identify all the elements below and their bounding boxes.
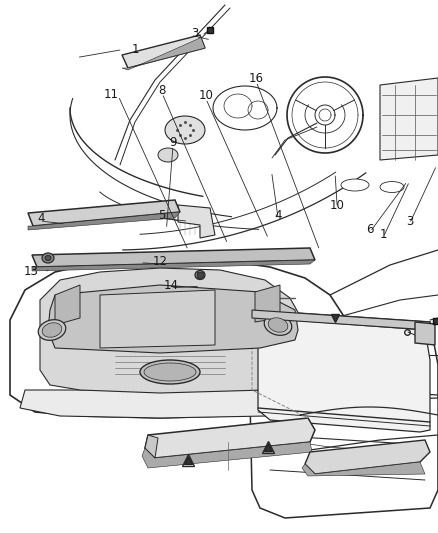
Text: 4: 4 xyxy=(38,212,46,225)
Polygon shape xyxy=(40,268,308,393)
Polygon shape xyxy=(145,435,158,458)
Polygon shape xyxy=(28,212,180,230)
Text: 1: 1 xyxy=(379,228,387,241)
Polygon shape xyxy=(100,290,215,348)
Ellipse shape xyxy=(42,253,54,263)
Ellipse shape xyxy=(264,314,292,335)
Polygon shape xyxy=(178,205,215,238)
Polygon shape xyxy=(55,285,80,325)
Polygon shape xyxy=(258,318,430,432)
Polygon shape xyxy=(340,455,395,470)
Text: 5: 5 xyxy=(159,209,166,222)
Text: 12: 12 xyxy=(152,255,167,268)
Ellipse shape xyxy=(144,363,196,381)
Ellipse shape xyxy=(380,182,404,192)
Polygon shape xyxy=(48,285,298,353)
Ellipse shape xyxy=(45,255,51,261)
Polygon shape xyxy=(145,418,315,458)
Ellipse shape xyxy=(38,320,66,340)
Ellipse shape xyxy=(341,179,369,191)
Polygon shape xyxy=(28,200,180,226)
Text: 6: 6 xyxy=(366,223,374,236)
Polygon shape xyxy=(380,78,438,160)
Text: 13: 13 xyxy=(24,265,39,278)
Polygon shape xyxy=(250,310,438,518)
Polygon shape xyxy=(32,260,315,271)
Polygon shape xyxy=(300,398,438,450)
Polygon shape xyxy=(415,322,435,345)
Text: 14: 14 xyxy=(163,279,178,292)
Polygon shape xyxy=(142,442,312,468)
Polygon shape xyxy=(32,248,315,267)
Text: 11: 11 xyxy=(103,88,118,101)
Ellipse shape xyxy=(158,148,178,162)
Polygon shape xyxy=(255,285,280,322)
Ellipse shape xyxy=(195,271,205,279)
Text: 3: 3 xyxy=(406,215,413,228)
Ellipse shape xyxy=(268,318,288,332)
Polygon shape xyxy=(20,390,335,418)
Text: 9: 9 xyxy=(169,136,177,149)
Text: 8: 8 xyxy=(159,84,166,97)
Ellipse shape xyxy=(140,360,200,384)
Polygon shape xyxy=(302,462,425,476)
Text: 10: 10 xyxy=(198,90,213,102)
Ellipse shape xyxy=(42,323,62,337)
Polygon shape xyxy=(122,35,205,70)
Polygon shape xyxy=(122,35,205,68)
Text: 16: 16 xyxy=(249,72,264,85)
Text: 4: 4 xyxy=(274,209,282,222)
Ellipse shape xyxy=(165,116,205,144)
Polygon shape xyxy=(305,440,430,474)
Text: 1: 1 xyxy=(132,43,140,56)
Polygon shape xyxy=(10,258,350,418)
Polygon shape xyxy=(252,310,430,330)
Text: 10: 10 xyxy=(330,199,345,212)
Text: 3: 3 xyxy=(191,27,198,39)
